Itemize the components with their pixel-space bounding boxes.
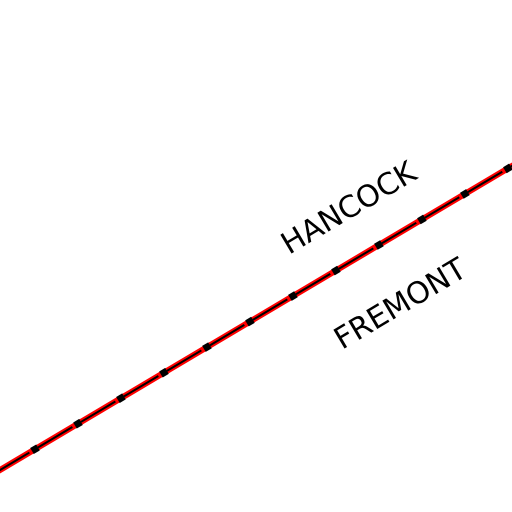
county-boundary[interactable] — [0, 161, 512, 475]
boundary-line-dashes — [0, 164, 512, 472]
